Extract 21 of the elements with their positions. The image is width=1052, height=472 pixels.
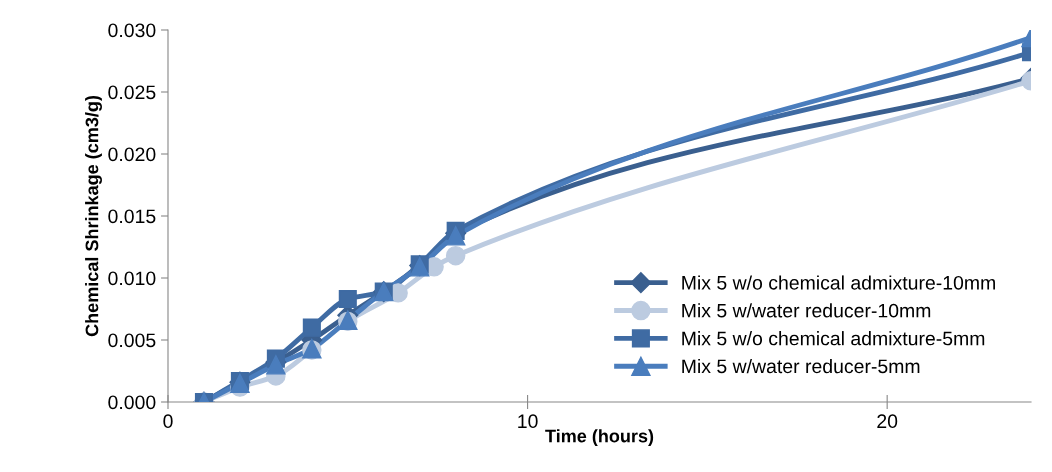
x-tick-label: 10 [518,414,538,429]
y-axis-title: Chemical Shrinkage (cm3/g) [85,95,102,337]
y-tick-label: 0.030 [108,23,156,38]
point [445,226,466,246]
y-tick-label: 0.015 [108,209,156,224]
legend-label: Mix 5 w/water reducer-5mm [682,358,920,374]
legend-label: Mix 5 w/water reducer-10mm [682,303,931,318]
y-tick-label: 0.000 [108,395,156,410]
point [445,245,466,266]
point [266,355,286,375]
point [338,290,357,309]
y-tick-label: 0.010 [108,271,156,286]
legend-label: Mix 5 w/o chemical admixture-10mm [682,275,995,290]
y-tick-label: 0.005 [108,333,156,348]
y-tick-label: 0.025 [108,85,156,100]
legend-label: Mix 5 w/o chemical admixture-5mm [682,331,985,346]
point [302,318,321,337]
y-tick-label: 0.020 [108,147,156,162]
x-tick-label: 0 [163,414,173,429]
x-axis-title: Time (hours) [545,429,654,446]
x-tick-label: 20 [877,414,898,429]
